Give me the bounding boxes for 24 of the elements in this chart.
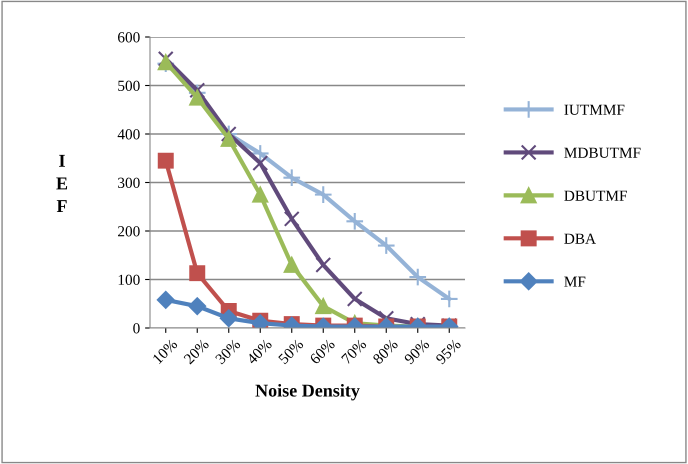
legend-label: IUTMMF xyxy=(564,104,624,115)
x-tick-label: 95% xyxy=(435,338,462,365)
y-tick-label: 0 xyxy=(133,323,140,334)
x-tick-label: 30% xyxy=(214,338,242,365)
x-tick-label: 60% xyxy=(309,338,336,365)
y-tick-label: 400 xyxy=(118,129,140,140)
legend-label: MF xyxy=(564,276,586,287)
x-tick-label: 70% xyxy=(340,338,368,364)
x-axis-title: Noise Density xyxy=(255,384,360,400)
x-tick-label: 20% xyxy=(183,338,210,365)
legend-label: DBA xyxy=(564,234,596,244)
x-tick-label: 80% xyxy=(372,338,399,365)
y-tick-label: 300 xyxy=(118,178,140,188)
x-tick-label: 90% xyxy=(404,338,430,365)
y-tick-label: 600 xyxy=(118,32,140,42)
legend-label: MDBUTMF xyxy=(564,148,641,158)
legend-label: DBUTMF xyxy=(564,190,627,201)
y-tick-label: 100 xyxy=(118,274,140,285)
x-tick-label: 50% xyxy=(278,338,304,365)
x-tick-label: 40% xyxy=(246,338,273,365)
y-tick-label: 500 xyxy=(118,80,140,91)
y-tick-label: 200 xyxy=(118,226,140,236)
y-axis-title: IEF xyxy=(56,154,68,212)
x-tick-label: 10% xyxy=(152,338,178,364)
